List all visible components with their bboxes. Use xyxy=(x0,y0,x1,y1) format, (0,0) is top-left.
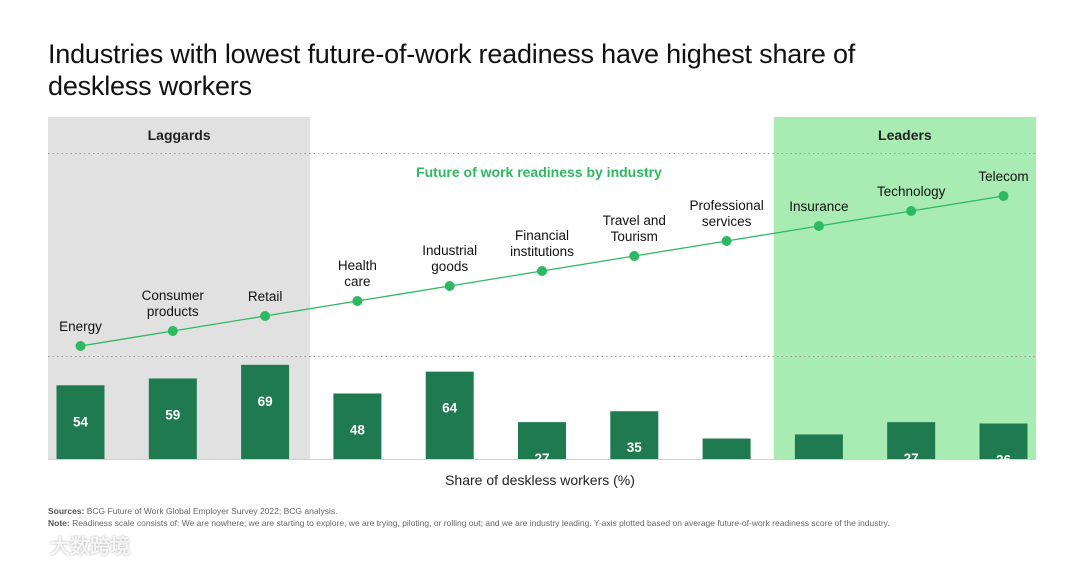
bar-4 xyxy=(425,371,474,459)
industry-label-4-line-0: Industrial xyxy=(422,243,477,258)
readiness-note: Note: Readiness scale consists of: We ar… xyxy=(48,517,1048,529)
industry-label-4-line-1: goods xyxy=(431,259,468,274)
industry-label-7-line-0: Professional xyxy=(689,198,763,213)
readiness-point-0 xyxy=(75,341,86,351)
readiness-point-8 xyxy=(813,221,824,231)
watermark-logo-icon xyxy=(10,535,46,554)
bar-label-2: 69 xyxy=(258,394,273,409)
watermark: 大数跨境 xyxy=(10,530,130,559)
industry-label-2: Retail xyxy=(248,289,283,304)
readiness-point-6 xyxy=(629,251,640,261)
note-text: Readiness scale consists of: We are nowh… xyxy=(72,518,890,528)
bar-label-6: 35 xyxy=(627,440,643,455)
readiness-point-5 xyxy=(537,266,547,276)
bar-label-1: 59 xyxy=(165,407,180,422)
bar-label-8: 18 xyxy=(811,463,827,478)
industry-label-8: Insurance xyxy=(789,199,848,214)
bar-0 xyxy=(56,385,105,459)
bar-label-9: 27 xyxy=(904,451,919,466)
readiness-point-10 xyxy=(998,191,1009,201)
x-axis-label: Share of deskless workers (%) xyxy=(445,472,635,488)
industry-label-6-line-1: Tourism xyxy=(611,229,658,244)
readiness-point-2 xyxy=(260,311,271,321)
industry-label-10: Telecom xyxy=(978,169,1028,184)
readiness-point-4 xyxy=(444,281,455,291)
bar-8 xyxy=(794,434,843,459)
bar-6 xyxy=(610,411,659,459)
bar-1 xyxy=(148,378,197,459)
bar-label-10: 26 xyxy=(996,453,1012,468)
bar-label-5: 27 xyxy=(534,451,549,466)
bar-label-7: 15 xyxy=(719,468,735,483)
industry-label-3-line-0: Health xyxy=(338,258,377,273)
industry-label-7-line-1: services xyxy=(702,214,752,229)
bar-7 xyxy=(702,438,751,459)
bar-3 xyxy=(333,393,382,459)
sources-label: Sources: xyxy=(48,506,85,516)
band-leaders xyxy=(773,117,1036,459)
industry-label-6-line-0: Travel and xyxy=(603,213,666,228)
watermark-text: 大数跨境 xyxy=(50,536,130,558)
band-label-laggards: Laggards xyxy=(148,127,211,143)
bar-10 xyxy=(979,423,1028,459)
bar-9 xyxy=(887,422,936,459)
industry-label-0: Energy xyxy=(59,319,102,334)
bar-5 xyxy=(518,422,566,459)
industry-label-3-line-1: care xyxy=(344,274,370,289)
sources-text: BCG Future of Work Global Employer Surve… xyxy=(86,506,338,516)
note-label: Note: xyxy=(48,518,70,528)
bar-label-3: 48 xyxy=(350,422,366,437)
industry-label-1-line-0: Consumer xyxy=(142,288,205,303)
footnotes: Sources: BCG Future of Work Global Emplo… xyxy=(48,505,1048,529)
line-series-title: Future of work readiness by industry xyxy=(416,164,662,180)
industry-label-1-line-1: products xyxy=(147,304,199,319)
bar-2 xyxy=(241,364,290,459)
readiness-point-1 xyxy=(167,326,178,336)
industry-label-5-line-0: Financial xyxy=(515,228,569,243)
readiness-point-3 xyxy=(352,296,363,306)
bar-label-4: 64 xyxy=(442,401,458,416)
industry-label-9: Technology xyxy=(877,184,946,199)
readiness-point-9 xyxy=(906,206,917,216)
band-label-leaders: Leaders xyxy=(878,127,932,143)
industry-label-5-line-1: institutions xyxy=(510,244,574,259)
sources-note: Sources: BCG Future of Work Global Emplo… xyxy=(48,505,1048,517)
chart-title: Industries with lowest future-of-work re… xyxy=(48,39,856,101)
bar-label-0: 54 xyxy=(73,414,89,429)
readiness-point-7 xyxy=(721,236,732,246)
